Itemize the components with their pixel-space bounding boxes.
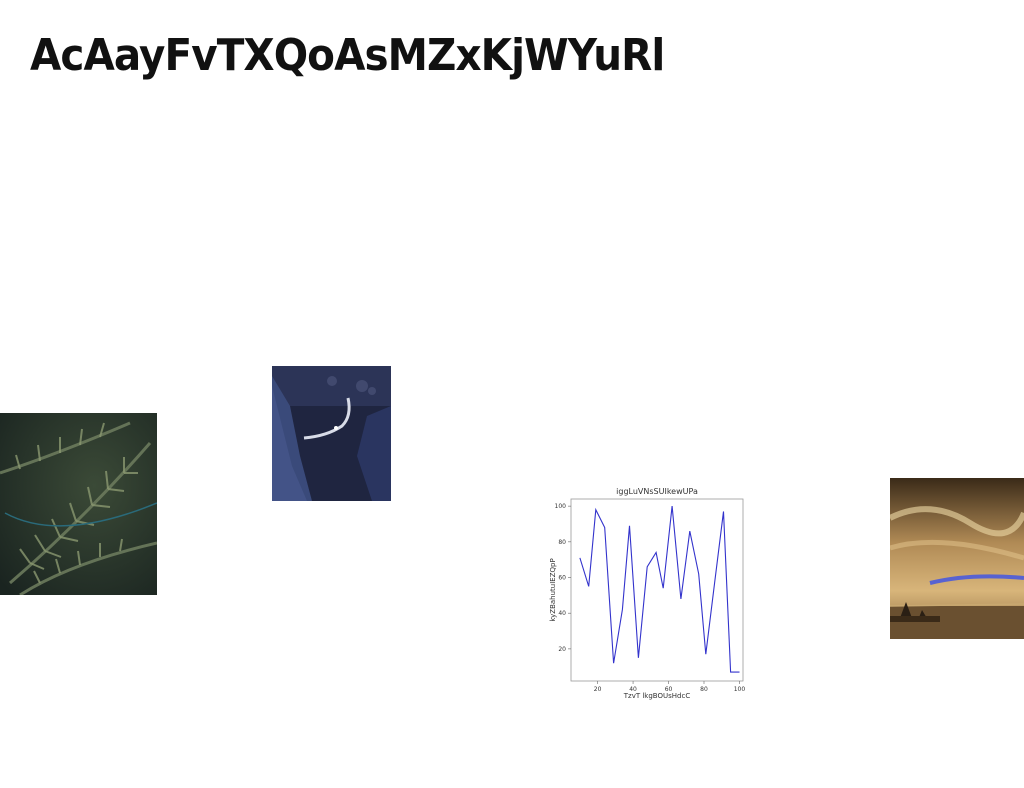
x-tick-label: 40 bbox=[629, 686, 637, 693]
fern-photo bbox=[0, 413, 157, 595]
y-axis-label: kyZBahutuIEZQpP bbox=[549, 558, 557, 621]
plot-area bbox=[570, 498, 744, 682]
x-axis-label: TzvT lkgBOUsHdcC bbox=[623, 692, 691, 700]
y-tick-label: 80 bbox=[558, 539, 566, 546]
y-tick-label: 100 bbox=[555, 503, 567, 510]
line-chart: iggLuVNsSUIkewUPa 20 40 60 80 100 20 40 60 80 10… bbox=[546, 484, 750, 702]
y-tick-label: 40 bbox=[558, 610, 566, 617]
x-tick-label: 80 bbox=[700, 686, 708, 693]
x-tick-label: 100 bbox=[734, 686, 746, 693]
chart-title: iggLuVNsSUIkewUPa bbox=[616, 487, 698, 496]
sunset-photo bbox=[890, 478, 1024, 639]
y-axis: 20 40 60 80 100 bbox=[555, 503, 571, 653]
x-axis: 20 40 60 80 100 bbox=[594, 681, 746, 693]
page-title: AcAayFvTXQoAsMZxKjWYuRl bbox=[30, 30, 665, 81]
y-tick-label: 20 bbox=[558, 646, 566, 653]
series-line bbox=[579, 506, 740, 673]
y-tick-label: 60 bbox=[558, 575, 566, 582]
x-tick-label: 20 bbox=[594, 686, 602, 693]
canyon-photo bbox=[272, 366, 391, 501]
x-tick-label: 60 bbox=[665, 686, 673, 693]
